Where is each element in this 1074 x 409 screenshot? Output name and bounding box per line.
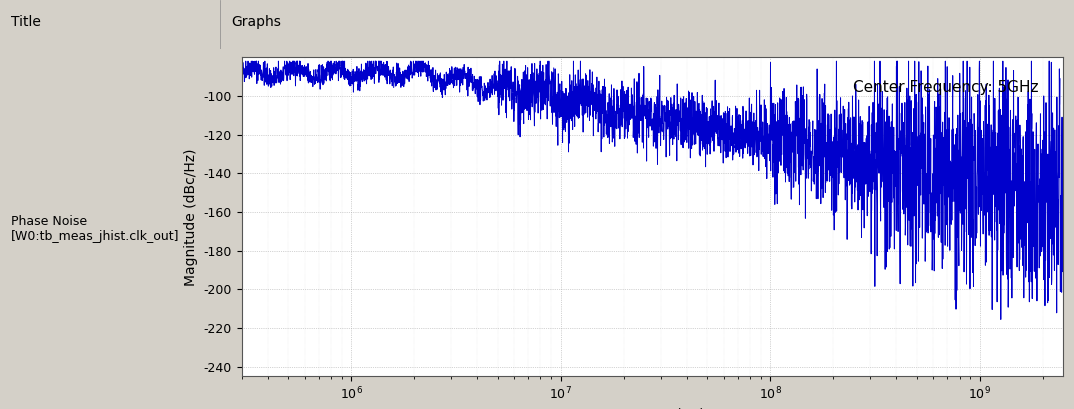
Text: Title: Title: [11, 15, 41, 29]
Text: Graphs: Graphs: [231, 15, 280, 29]
Text: Center Frequency: 5GHz: Center Frequency: 5GHz: [853, 80, 1039, 94]
Y-axis label: Magnitude (dBc/Hz): Magnitude (dBc/Hz): [184, 148, 198, 285]
X-axis label: Frequency (Hz): Frequency (Hz): [600, 408, 705, 409]
Text: Phase Noise
[W0:tb_meas_jhist.clk_out]: Phase Noise [W0:tb_meas_jhist.clk_out]: [11, 215, 179, 243]
